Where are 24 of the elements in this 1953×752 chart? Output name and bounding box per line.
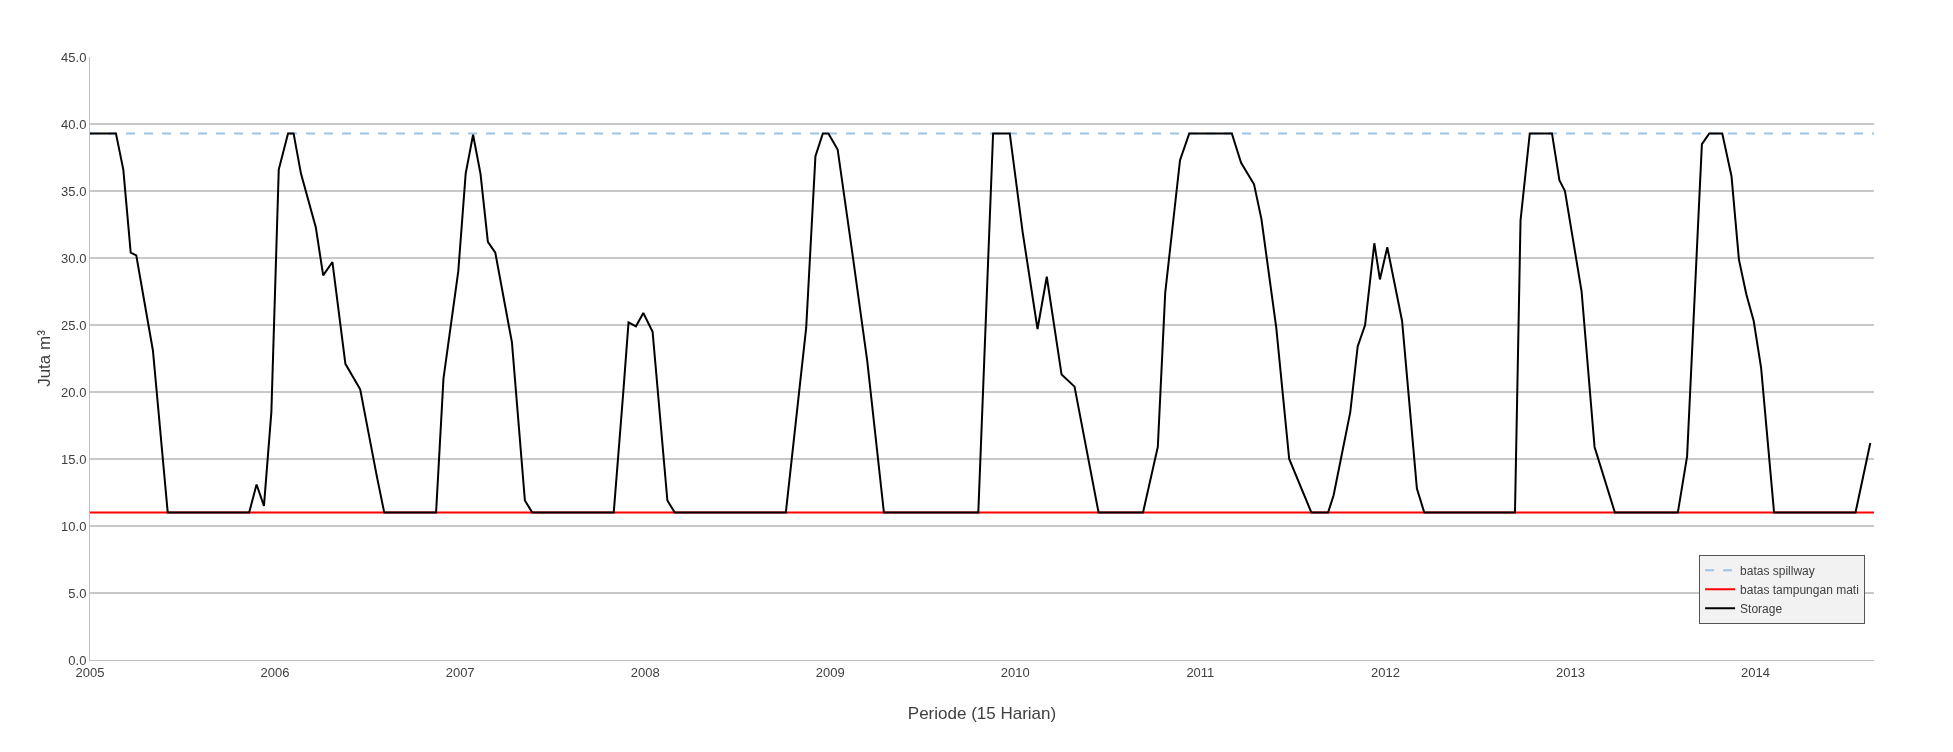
y-tick-label: 40.0 xyxy=(61,116,87,132)
legend-label: batas spillway xyxy=(1740,564,1815,578)
x-tick-label: 2011 xyxy=(1186,664,1215,680)
y-tick-label: 20.0 xyxy=(61,384,87,400)
y-tick-label: 35.0 xyxy=(61,183,87,199)
x-tick-label: 2009 xyxy=(815,664,845,680)
x-tick-label: 2013 xyxy=(1556,664,1585,680)
x-tick-label: 2012 xyxy=(1370,664,1400,680)
y-tick-label: 30.0 xyxy=(61,250,87,266)
y-tick-label: 10.0 xyxy=(61,518,87,534)
x-tick-label: 2014 xyxy=(1741,664,1771,680)
x-tick-label: 2010 xyxy=(1000,664,1030,680)
y-tick-label: 5.0 xyxy=(68,585,87,601)
legend-label: Storage xyxy=(1740,602,1783,616)
x-tick-label: 2006 xyxy=(260,664,290,680)
line-series xyxy=(90,132,1872,514)
y-tick-label: 15.0 xyxy=(61,451,87,467)
legend-label: batas tampungan mati xyxy=(1740,583,1859,597)
y-tick-label: 45.0 xyxy=(61,49,87,65)
x-tick-label: 2008 xyxy=(630,664,660,680)
x-tick-label: 2007 xyxy=(445,664,475,680)
y-tick-label: 25.0 xyxy=(61,317,87,333)
y-axis-title: Juta m³ xyxy=(34,329,54,387)
x-axis-title: Periode (15 Harian) xyxy=(907,704,1057,723)
